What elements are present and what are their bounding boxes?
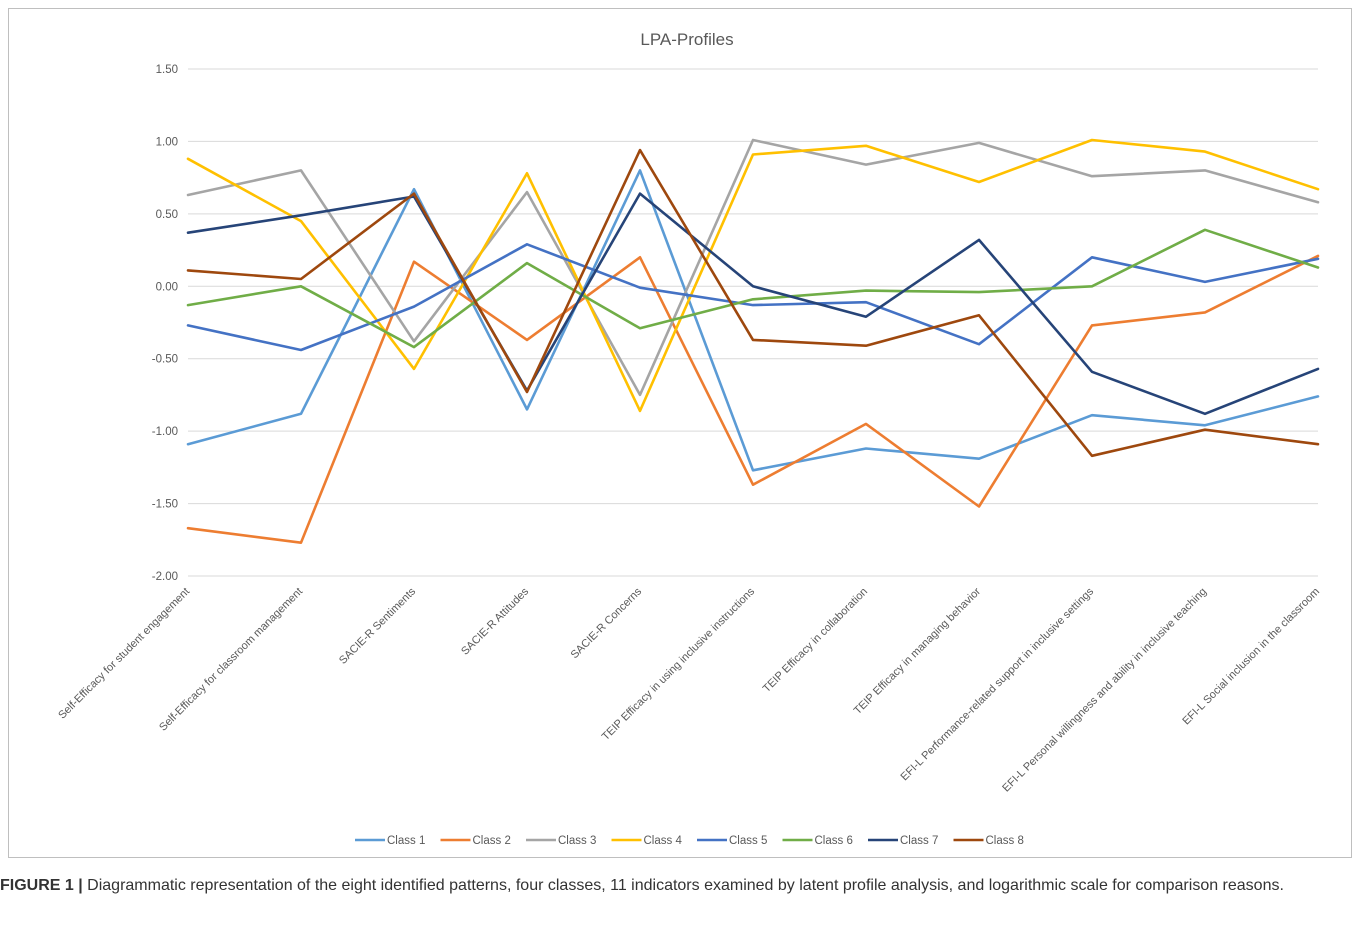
x-category-label: EFI-L Social inclusion in the classroom: [1180, 586, 1322, 728]
legend-label: Class 5: [729, 835, 767, 847]
legend-label: Class 6: [815, 835, 853, 847]
y-tick-label: -0.50: [152, 354, 178, 366]
x-category-label: EFI-L Personal willingness and ability i…: [1000, 586, 1209, 795]
legend-label: Class 4: [644, 835, 683, 847]
y-tick-label: 0.00: [156, 281, 178, 293]
series-line-class-3: [186, 138, 1320, 397]
series-lines: [186, 138, 1320, 545]
legend-label: Class 2: [473, 835, 511, 847]
series-line-class-5: [186, 243, 1320, 352]
x-category-label: TEIP Efficacy in collaboration: [761, 586, 870, 695]
series-line-class-4: [186, 138, 1320, 413]
y-tick-label: 0.50: [156, 209, 178, 221]
x-axis-categories: Self-Efficacy for student engagementSelf…: [56, 585, 1322, 794]
y-tick-label: -2.00: [152, 571, 178, 583]
x-category-label: EFI-L Performance-related support in inc…: [899, 585, 1097, 783]
line-chart: LPA-Profiles 1.50 1.00 0.50 0.00 -0.50 -1.00 -…: [56, 30, 1322, 847]
y-tick-label: 1.50: [156, 64, 178, 76]
y-axis-ticks: 1.50 1.00 0.50 0.00 -0.50 -1.00 -1.50 -2.00: [152, 64, 178, 583]
y-tick-label: -1.00: [152, 426, 178, 438]
y-tick-label: -1.50: [152, 499, 178, 511]
series-line-class-6: [186, 228, 1320, 349]
legend-label: Class 7: [900, 835, 938, 847]
legend: Class 1 Class 2 Class 3 Class 4 Class 5 Class…: [355, 835, 1024, 847]
x-category-label: SACIE-R Sentiments: [337, 585, 418, 666]
x-category-label: TEIP Efficacy in managing behavior: [852, 585, 984, 717]
legend-label: Class 8: [986, 835, 1024, 847]
y-tick-label: 1.00: [156, 136, 178, 148]
x-category-label: Self-Efficacy for student engagement: [56, 586, 192, 722]
caption-text: Diagrammatic representation of the eight…: [82, 877, 1284, 894]
caption-label: FIGURE 1 |: [0, 877, 83, 894]
chart-title: LPA-Profiles: [640, 30, 733, 49]
series-line-class-8: [186, 148, 1320, 458]
legend-label: Class 1: [387, 835, 425, 847]
legend-label: Class 3: [558, 835, 596, 847]
series-line-class-2: [186, 254, 1320, 545]
figure-caption: FIGURE 1 | Diagrammatic representation o…: [0, 874, 1340, 897]
series-line-class-7: [186, 192, 1320, 416]
x-category-label: Self-Efficacy for classroom management: [157, 586, 305, 734]
x-category-label: SACIE-R Attitudes: [459, 585, 531, 657]
series-line-class-1: [186, 169, 1320, 472]
x-category-label: SACIE-R Concerns: [569, 585, 645, 661]
